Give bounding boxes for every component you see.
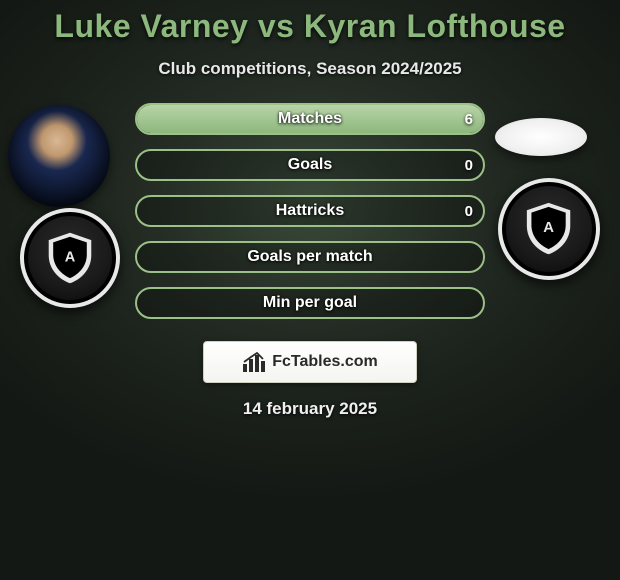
stat-value-right: 0 (465, 203, 473, 220)
stat-label: Hattricks (137, 202, 483, 220)
club-badge-right: A (498, 178, 600, 280)
stat-label: Goals (137, 156, 483, 174)
stat-value-right: 6 (465, 111, 473, 128)
stat-label: Matches (137, 110, 483, 128)
stat-row: Goals per match (135, 241, 485, 273)
page-title: Luke Varney vs Kyran Lofthouse (0, 8, 620, 45)
stat-row: Hattricks0 (135, 195, 485, 227)
stat-label: Min per goal (137, 294, 483, 312)
subtitle: Club competitions, Season 2024/2025 (0, 59, 620, 79)
main-content: Luke Varney vs Kyran Lofthouse Club comp… (0, 0, 620, 419)
stat-row: Goals0 (135, 149, 485, 181)
branding-text: FcTables.com (272, 353, 378, 371)
svg-text:A: A (544, 220, 555, 236)
stats-container: Matches6Goals0Hattricks0Goals per matchM… (135, 103, 485, 319)
club-badge-left: A (20, 208, 120, 308)
svg-text:A: A (65, 249, 76, 265)
stat-label: Goals per match (137, 248, 483, 266)
stat-row: Min per goal (135, 287, 485, 319)
branding-badge: FcTables.com (203, 341, 417, 383)
shield-icon: A (520, 200, 577, 257)
stat-value-right: 0 (465, 157, 473, 174)
player-photo-right (495, 118, 587, 156)
shield-icon: A (42, 230, 98, 286)
bar-chart-icon (242, 352, 266, 372)
player-photo-left (8, 105, 110, 207)
stat-row: Matches6 (135, 103, 485, 135)
date-label: 14 february 2025 (0, 399, 620, 419)
